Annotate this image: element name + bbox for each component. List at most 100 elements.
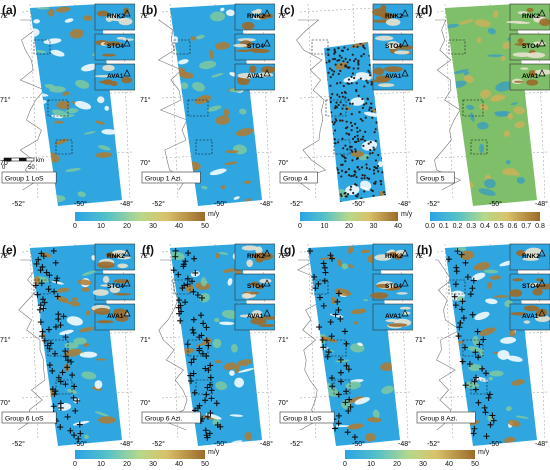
panel-letter: (a) bbox=[2, 3, 17, 17]
inset-extent-box bbox=[195, 379, 213, 395]
point-marker bbox=[50, 403, 57, 410]
point-marker bbox=[344, 429, 351, 436]
colorbar-unit: m/y bbox=[401, 211, 413, 218]
point-marker bbox=[451, 293, 458, 300]
station-label: STO4 bbox=[385, 43, 402, 50]
station-triangle-icon bbox=[401, 279, 409, 287]
point-marker bbox=[320, 260, 327, 267]
map-svg: RNK2 STO4 AVA1 72° 71° 70° -52° -50° -48° Group 5 bbox=[415, 3, 550, 208]
colorbar-tick: 20 bbox=[345, 223, 353, 230]
inset-extent-box bbox=[462, 339, 484, 357]
point-marker bbox=[67, 427, 74, 434]
inset-ava1: AVA1 bbox=[509, 63, 550, 91]
inset-sto4: STO4 bbox=[233, 33, 276, 61]
station-triangle-icon bbox=[538, 9, 546, 17]
colorbar-tick: 40 bbox=[445, 461, 453, 468]
inset-ava1: AVA1 bbox=[91, 303, 136, 331]
colorbar-tick: 30 bbox=[369, 223, 378, 230]
point-marker bbox=[59, 369, 66, 376]
point-marker bbox=[202, 397, 209, 404]
point-marker bbox=[459, 298, 466, 305]
latitude-label: 72° bbox=[278, 252, 289, 260]
point-marker bbox=[184, 281, 191, 288]
point-marker bbox=[321, 277, 328, 284]
point-marker bbox=[192, 269, 199, 276]
coastline bbox=[434, 19, 462, 191]
point-marker bbox=[480, 336, 487, 343]
colorbar: m/y 0 10 20 30 40 50 bbox=[73, 449, 229, 470]
map-panel-c: RNK2 STO4 AVA1 72° 71° 70° -52° -50° -48° Group 4… bbox=[278, 0, 416, 208]
longitude-label: -50° bbox=[214, 200, 227, 208]
point-marker bbox=[337, 369, 344, 376]
graticule-line bbox=[399, 243, 409, 441]
inset-sto4: STO4 bbox=[370, 273, 414, 301]
colorbar: m/y 0 10 20 30 40 50 bbox=[343, 449, 499, 470]
graticule-line bbox=[444, 243, 454, 441]
station-triangle-icon bbox=[538, 39, 546, 47]
point-marker bbox=[321, 264, 328, 271]
point-marker bbox=[469, 311, 476, 318]
station-label: AVA1 bbox=[107, 313, 124, 320]
colorbar-tick: 10 bbox=[320, 223, 329, 230]
point-marker bbox=[45, 326, 52, 333]
point-marker bbox=[335, 412, 342, 419]
point-marker bbox=[207, 362, 214, 369]
point-marker bbox=[188, 359, 195, 366]
scale-bar: km 0 50 bbox=[2, 157, 44, 171]
point-marker bbox=[316, 324, 323, 331]
group-label-box bbox=[1, 171, 57, 184]
colorbar-tick: 50 bbox=[201, 461, 209, 468]
point-marker bbox=[327, 252, 334, 259]
graticule-line bbox=[352, 3, 362, 201]
colorbar-tick: 0.5 bbox=[493, 223, 504, 230]
latitude-label: 70° bbox=[278, 159, 289, 167]
map-svg: RNK2 STO4 AVA1 72° 71° 70° -52° -50° -48° Group 4 bbox=[278, 3, 416, 208]
point-marker bbox=[481, 404, 488, 411]
station-triangle-icon bbox=[123, 69, 131, 77]
colorbar-tick: 0.6 bbox=[507, 223, 518, 230]
colorbar-tick: 0.2 bbox=[452, 223, 463, 230]
latitude-label: 72° bbox=[140, 252, 151, 260]
station-triangle-icon bbox=[401, 249, 409, 257]
colorbar-tick: 20 bbox=[123, 461, 131, 468]
point-marker bbox=[204, 413, 211, 420]
longitude-label: -48° bbox=[260, 200, 273, 208]
point-marker bbox=[189, 326, 196, 333]
station-label: STO4 bbox=[385, 283, 402, 290]
station-label: AVA1 bbox=[522, 313, 539, 320]
panel-letter: (c) bbox=[280, 3, 295, 17]
point-marker bbox=[52, 259, 59, 266]
group-label-box bbox=[279, 171, 318, 184]
point-marker bbox=[337, 378, 344, 385]
inset-extent-box bbox=[325, 99, 347, 117]
latitude-label: 70° bbox=[415, 399, 426, 407]
point-marker bbox=[60, 313, 67, 320]
inset-extent-box bbox=[325, 339, 347, 357]
station-label: AVA1 bbox=[247, 313, 264, 320]
graticule-line bbox=[29, 3, 39, 201]
point-marker bbox=[452, 302, 459, 309]
inset-extent-box bbox=[173, 279, 191, 295]
point-marker bbox=[62, 353, 69, 360]
point-marker bbox=[343, 388, 350, 395]
longitude-label: -48° bbox=[535, 440, 548, 448]
station-label: RNK2 bbox=[247, 253, 265, 260]
point-marker bbox=[316, 294, 323, 301]
point-marker bbox=[191, 389, 198, 396]
colorbar-gradient bbox=[430, 212, 540, 221]
panel-letter: (d) bbox=[417, 3, 433, 17]
map-panel-a: RNK2 STO4 AVA1 72° 71° 70° -52° -50° -48° Group 1… bbox=[0, 0, 136, 208]
point-marker bbox=[462, 259, 469, 266]
inset-extent-box bbox=[33, 39, 51, 55]
graticule-line bbox=[169, 3, 179, 201]
colorbar: m/y 0 10 20 30 40 50 bbox=[73, 211, 229, 232]
station-label: RNK2 bbox=[107, 13, 125, 20]
point-marker bbox=[34, 291, 41, 298]
inset-sto4: STO4 bbox=[509, 33, 550, 61]
point-marker bbox=[322, 269, 329, 276]
latitude-label: 72° bbox=[278, 12, 289, 20]
point-marker bbox=[57, 404, 64, 411]
point-marker bbox=[470, 277, 477, 284]
latitude-label: 70° bbox=[0, 399, 11, 407]
point-marker bbox=[191, 255, 198, 262]
